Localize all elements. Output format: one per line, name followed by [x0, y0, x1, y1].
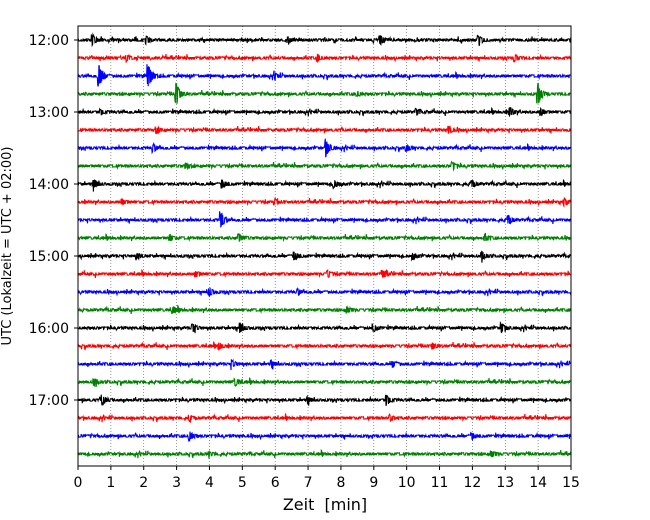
x-tick-label: 3 — [172, 475, 181, 491]
y-tick-label: 12:00 — [29, 33, 69, 49]
x-tick-label: 1 — [106, 475, 115, 491]
trace-1630 — [77, 358, 572, 371]
trace-1745 — [77, 448, 572, 459]
x-tick-label: 11 — [431, 475, 449, 491]
trace-1600 — [77, 320, 572, 334]
trace-1445 — [77, 232, 572, 243]
y-tick-label: 16:00 — [29, 321, 69, 337]
x-axis-ticks: 0 1 2 3 4 5 6 7 8 9 10 11 12 13 14 15 — [74, 466, 580, 491]
x-tick-label: 12 — [463, 475, 481, 491]
trace-1345 — [77, 160, 572, 172]
trace-1645 — [77, 377, 572, 387]
x-tick-label: 14 — [529, 475, 547, 491]
trace-1515 — [77, 268, 572, 279]
trace-1300 — [77, 106, 572, 117]
x-tick-label: 7 — [304, 475, 313, 491]
trace-1730 — [77, 431, 572, 443]
trace-1700 — [77, 394, 572, 406]
x-axis-label: Zeit [min] — [283, 495, 367, 514]
x-tick-label: 4 — [205, 475, 214, 491]
trace-1500 — [77, 250, 572, 263]
x-tick-label: 10 — [398, 475, 416, 491]
grid-lines — [110, 26, 539, 466]
x-tick-label: 5 — [238, 475, 247, 491]
y-tick-label: 17:00 — [29, 393, 69, 409]
x-tick-label: 13 — [496, 475, 514, 491]
trace-1230 — [77, 64, 572, 87]
x-tick-label: 0 — [74, 475, 83, 491]
trace-1530 — [77, 287, 572, 298]
trace-1545 — [77, 304, 572, 315]
trace-1615 — [77, 341, 572, 352]
trace-1315 — [77, 124, 572, 135]
x-tick-label: 2 — [139, 475, 148, 491]
x-tick-label: 6 — [271, 475, 280, 491]
trace-1330 — [77, 138, 572, 158]
trace-1215 — [77, 53, 572, 64]
y-axis-label: UTC (Lokalzeit = UTC + 02:00) — [0, 147, 15, 346]
x-tick-label: 9 — [369, 475, 378, 491]
trace-1245 — [77, 82, 572, 104]
y-tick-label: 15:00 — [29, 249, 69, 265]
trace-1200 — [77, 32, 572, 48]
trace-1430 — [77, 211, 572, 228]
trace-1715 — [77, 412, 572, 424]
seismic-traces — [77, 32, 572, 459]
trace-1415 — [77, 196, 572, 208]
x-tick-label: 8 — [336, 475, 345, 491]
x-tick-label: 15 — [562, 475, 580, 491]
y-tick-label: 13:00 — [29, 105, 69, 121]
y-axis-ticks: 12:00 13:00 14:00 15:00 16:00 17:00 — [29, 33, 78, 409]
trace-1400 — [77, 179, 572, 192]
plot-frame — [77, 25, 572, 467]
y-tick-label: 14:00 — [29, 177, 69, 193]
